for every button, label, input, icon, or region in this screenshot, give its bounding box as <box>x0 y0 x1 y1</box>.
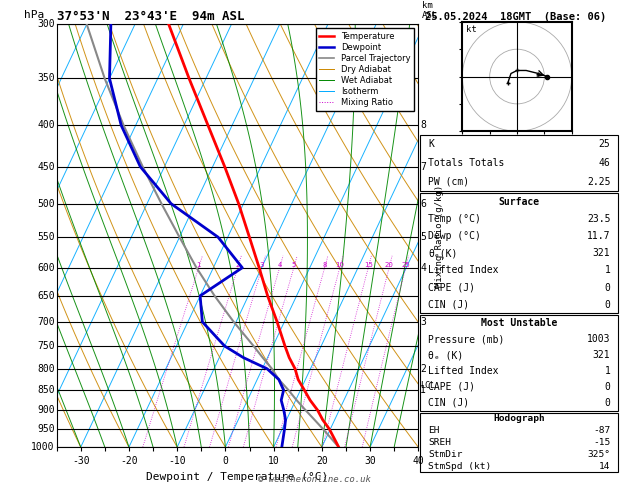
Text: 600: 600 <box>37 263 55 273</box>
Text: 0: 0 <box>604 398 610 408</box>
Text: 950: 950 <box>37 424 55 434</box>
Text: © weatheronline.co.uk: © weatheronline.co.uk <box>258 475 371 484</box>
Text: kt: kt <box>465 25 476 34</box>
Text: Lifted Index: Lifted Index <box>428 265 499 276</box>
Text: 800: 800 <box>37 364 55 374</box>
Text: 7: 7 <box>420 162 426 172</box>
Text: Surface: Surface <box>499 196 540 207</box>
Text: 25.05.2024  18GMT  (Base: 06): 25.05.2024 18GMT (Base: 06) <box>425 12 606 22</box>
Text: 350: 350 <box>37 73 55 84</box>
Text: LCL: LCL <box>420 382 435 390</box>
Text: StmSpd (kt): StmSpd (kt) <box>428 462 491 471</box>
Text: 8: 8 <box>323 262 327 268</box>
Legend: Temperature, Dewpoint, Parcel Trajectory, Dry Adiabat, Wet Adiabat, Isotherm, Mi: Temperature, Dewpoint, Parcel Trajectory… <box>316 29 414 111</box>
Text: 1000: 1000 <box>31 442 55 452</box>
Text: 23.5: 23.5 <box>587 214 610 224</box>
Text: 10: 10 <box>335 262 344 268</box>
Text: 25: 25 <box>401 262 410 268</box>
Text: Most Unstable: Most Unstable <box>481 318 557 329</box>
Text: 0: 0 <box>604 283 610 293</box>
Text: 2.25: 2.25 <box>587 177 610 187</box>
Text: 321: 321 <box>593 248 610 258</box>
Text: 321: 321 <box>593 350 610 360</box>
Text: km
ASL: km ASL <box>422 0 438 20</box>
Text: 400: 400 <box>37 121 55 130</box>
Text: Totals Totals: Totals Totals <box>428 158 504 168</box>
Text: CAPE (J): CAPE (J) <box>428 382 475 392</box>
Text: 5: 5 <box>292 262 296 268</box>
Text: -87: -87 <box>593 426 610 435</box>
Text: 450: 450 <box>37 162 55 172</box>
Text: 5: 5 <box>420 232 426 242</box>
Text: 3: 3 <box>420 317 426 327</box>
Text: Mixing Ratio (g/kg): Mixing Ratio (g/kg) <box>435 185 445 287</box>
X-axis label: Dewpoint / Temperature (°C): Dewpoint / Temperature (°C) <box>147 472 328 482</box>
Text: Pressure (mb): Pressure (mb) <box>428 334 504 344</box>
Text: 0: 0 <box>604 382 610 392</box>
Text: 1: 1 <box>196 262 201 268</box>
Text: EH: EH <box>428 426 440 435</box>
Text: 1: 1 <box>604 265 610 276</box>
Text: SREH: SREH <box>428 438 451 447</box>
Text: 0: 0 <box>604 300 610 310</box>
Text: Temp (°C): Temp (°C) <box>428 214 481 224</box>
Text: 6: 6 <box>420 199 426 208</box>
Text: 14: 14 <box>599 462 610 471</box>
Text: 300: 300 <box>37 19 55 29</box>
Text: Dewp (°C): Dewp (°C) <box>428 231 481 241</box>
Text: PW (cm): PW (cm) <box>428 177 469 187</box>
Text: 900: 900 <box>37 405 55 415</box>
Text: CIN (J): CIN (J) <box>428 300 469 310</box>
Text: 20: 20 <box>385 262 394 268</box>
Text: 1: 1 <box>604 366 610 376</box>
Text: StmDir: StmDir <box>428 450 462 459</box>
Text: 4: 4 <box>277 262 282 268</box>
Text: 550: 550 <box>37 232 55 242</box>
Text: 1: 1 <box>420 385 426 395</box>
Text: 2: 2 <box>420 364 426 374</box>
Text: Hodograph: Hodograph <box>493 414 545 423</box>
Text: Lifted Index: Lifted Index <box>428 366 499 376</box>
Text: 700: 700 <box>37 317 55 327</box>
Text: 3: 3 <box>260 262 264 268</box>
Text: 1003: 1003 <box>587 334 610 344</box>
Text: K: K <box>428 139 434 149</box>
Text: 325°: 325° <box>587 450 610 459</box>
Text: 11.7: 11.7 <box>587 231 610 241</box>
Text: CIN (J): CIN (J) <box>428 398 469 408</box>
Text: θₑ (K): θₑ (K) <box>428 350 464 360</box>
Text: θₑ(K): θₑ(K) <box>428 248 457 258</box>
Text: hPa: hPa <box>24 10 44 20</box>
Text: 4: 4 <box>420 263 426 273</box>
Text: 500: 500 <box>37 199 55 208</box>
Text: 2: 2 <box>235 262 240 268</box>
Text: 15: 15 <box>364 262 373 268</box>
Text: -15: -15 <box>593 438 610 447</box>
Text: 25: 25 <box>599 139 610 149</box>
Text: CAPE (J): CAPE (J) <box>428 283 475 293</box>
Text: 750: 750 <box>37 341 55 351</box>
Text: 650: 650 <box>37 291 55 301</box>
Text: 8: 8 <box>420 121 426 130</box>
Text: 37°53'N  23°43'E  94m ASL: 37°53'N 23°43'E 94m ASL <box>57 10 244 23</box>
Text: 46: 46 <box>599 158 610 168</box>
Text: 850: 850 <box>37 385 55 395</box>
